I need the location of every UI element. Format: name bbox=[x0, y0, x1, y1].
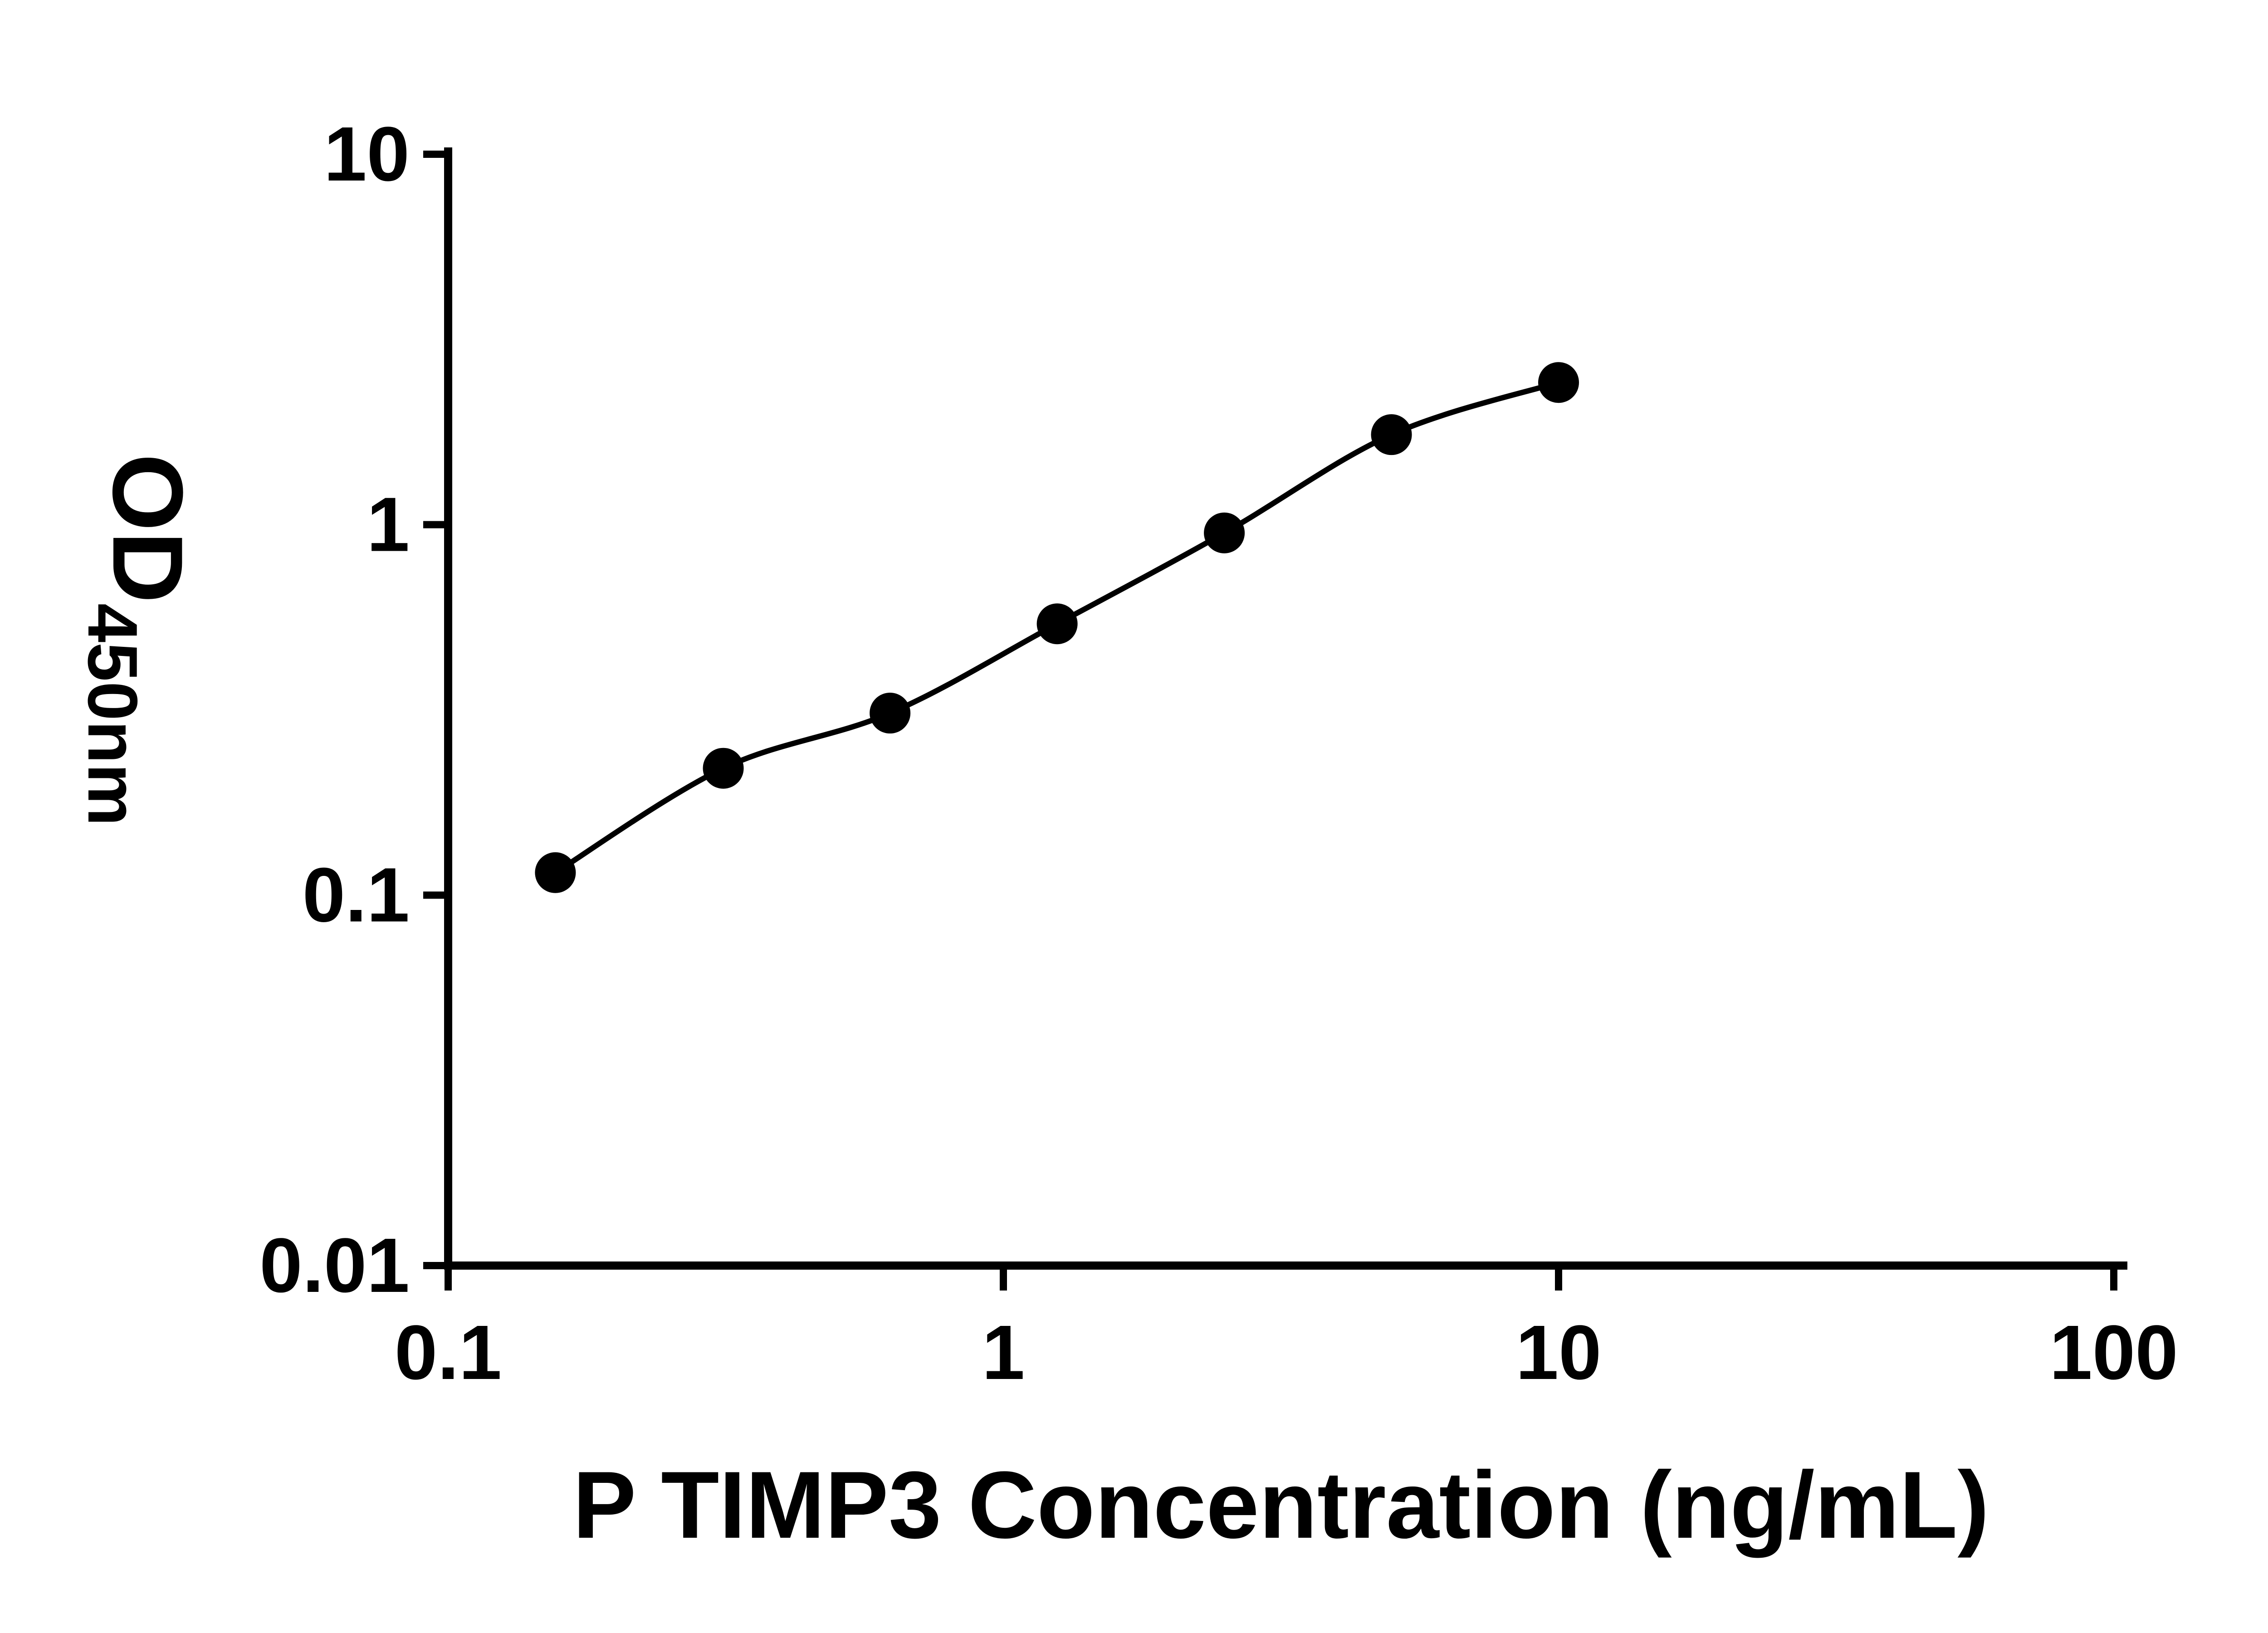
data-point bbox=[1036, 603, 1078, 645]
data-point bbox=[1204, 512, 1245, 553]
data-point bbox=[1371, 414, 1412, 455]
y-axis-title-main: OD bbox=[92, 454, 204, 603]
x-tick-label: 10 bbox=[1515, 1310, 1601, 1396]
axes-lines bbox=[444, 147, 2127, 1270]
x-tick-label: 100 bbox=[2049, 1310, 2178, 1396]
x-tick-label: 1 bbox=[982, 1310, 1025, 1396]
y-tick-label: 10 bbox=[324, 111, 410, 197]
y-tick-label: 1 bbox=[367, 482, 410, 568]
data-point bbox=[870, 693, 911, 734]
x-axis-title: P TIMP3 Concentration (ng/mL) bbox=[573, 1452, 1989, 1558]
y-tick-label: 0.1 bbox=[303, 852, 410, 938]
data-point bbox=[535, 852, 576, 893]
y-axis-title: OD450nm bbox=[73, 454, 204, 826]
data-point bbox=[703, 748, 744, 789]
y-axis-title-subscript: 450nm bbox=[73, 603, 152, 826]
y-tick-label: 0.01 bbox=[259, 1222, 410, 1309]
data-point bbox=[1538, 362, 1579, 403]
x-tick-label: 0.1 bbox=[395, 1310, 502, 1396]
